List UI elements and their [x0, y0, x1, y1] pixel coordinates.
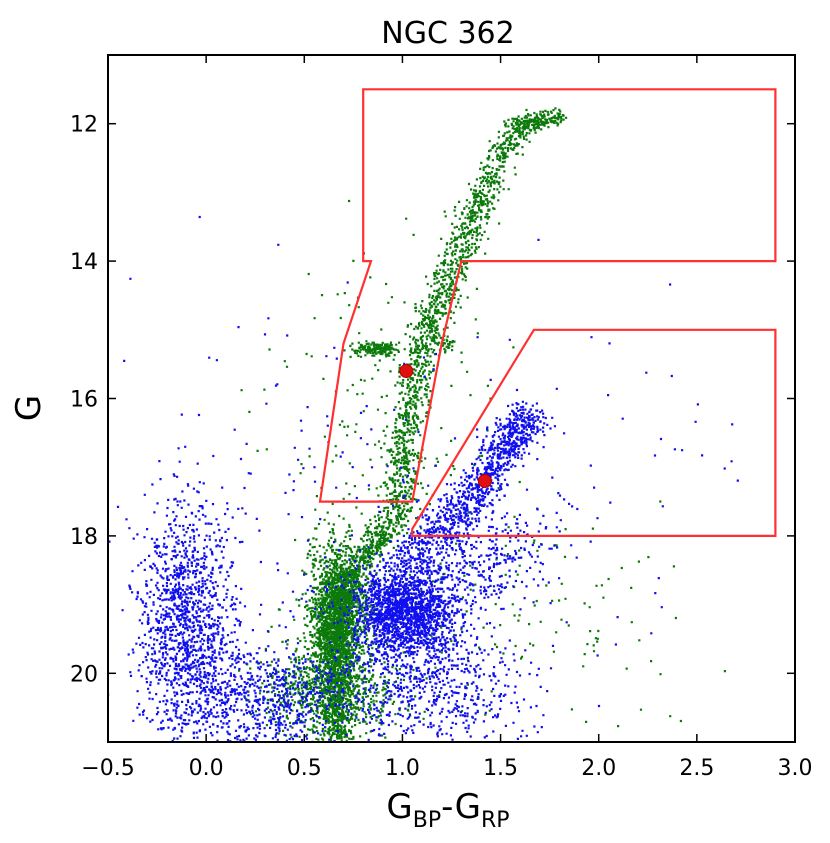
y-axis-label: G [9, 395, 49, 421]
y-tick-label: 16 [70, 388, 98, 413]
chart-title-group: NGC 362 [381, 16, 514, 51]
x-tick-label: 1.5 [483, 756, 518, 781]
y-tick-label: 20 [70, 662, 98, 687]
scatter-point-cloud [108, 215, 739, 742]
series-member-stars [200, 107, 726, 742]
x-tick-label: 1.0 [385, 756, 420, 781]
x-tick-label: 0.0 [189, 756, 224, 781]
highlight-markers [399, 364, 492, 488]
x-tick-label: 0.5 [287, 756, 322, 781]
highlight-point-2 [477, 473, 492, 488]
x-tick-label: 2.5 [679, 756, 714, 781]
data-points [108, 107, 739, 742]
scatter-point-cloud [200, 107, 726, 742]
chart-title: NGC 362 [381, 16, 514, 51]
x-tick-label: 3.0 [778, 756, 813, 781]
x-tick-label: −0.5 [81, 756, 134, 781]
series-field-stars [108, 215, 739, 742]
selection-region-upper [318, 88, 777, 503]
highlight-point-1 [399, 364, 414, 379]
y-tick-label: 18 [70, 525, 98, 550]
x-tick-label: 2.0 [581, 756, 616, 781]
y-tick-label: 14 [70, 250, 98, 275]
x-axis-label: GBP-GRP [386, 787, 509, 833]
selection-regions [318, 88, 777, 538]
selection-region-lower [411, 328, 777, 538]
y-axis-ticks: 12 14 16 18 20 [70, 113, 795, 687]
y-tick-label: 12 [70, 113, 98, 138]
x-axis-ticks: −0.5 0.0 0.5 1.0 1.5 2.0 2.5 3.0 [81, 55, 813, 781]
